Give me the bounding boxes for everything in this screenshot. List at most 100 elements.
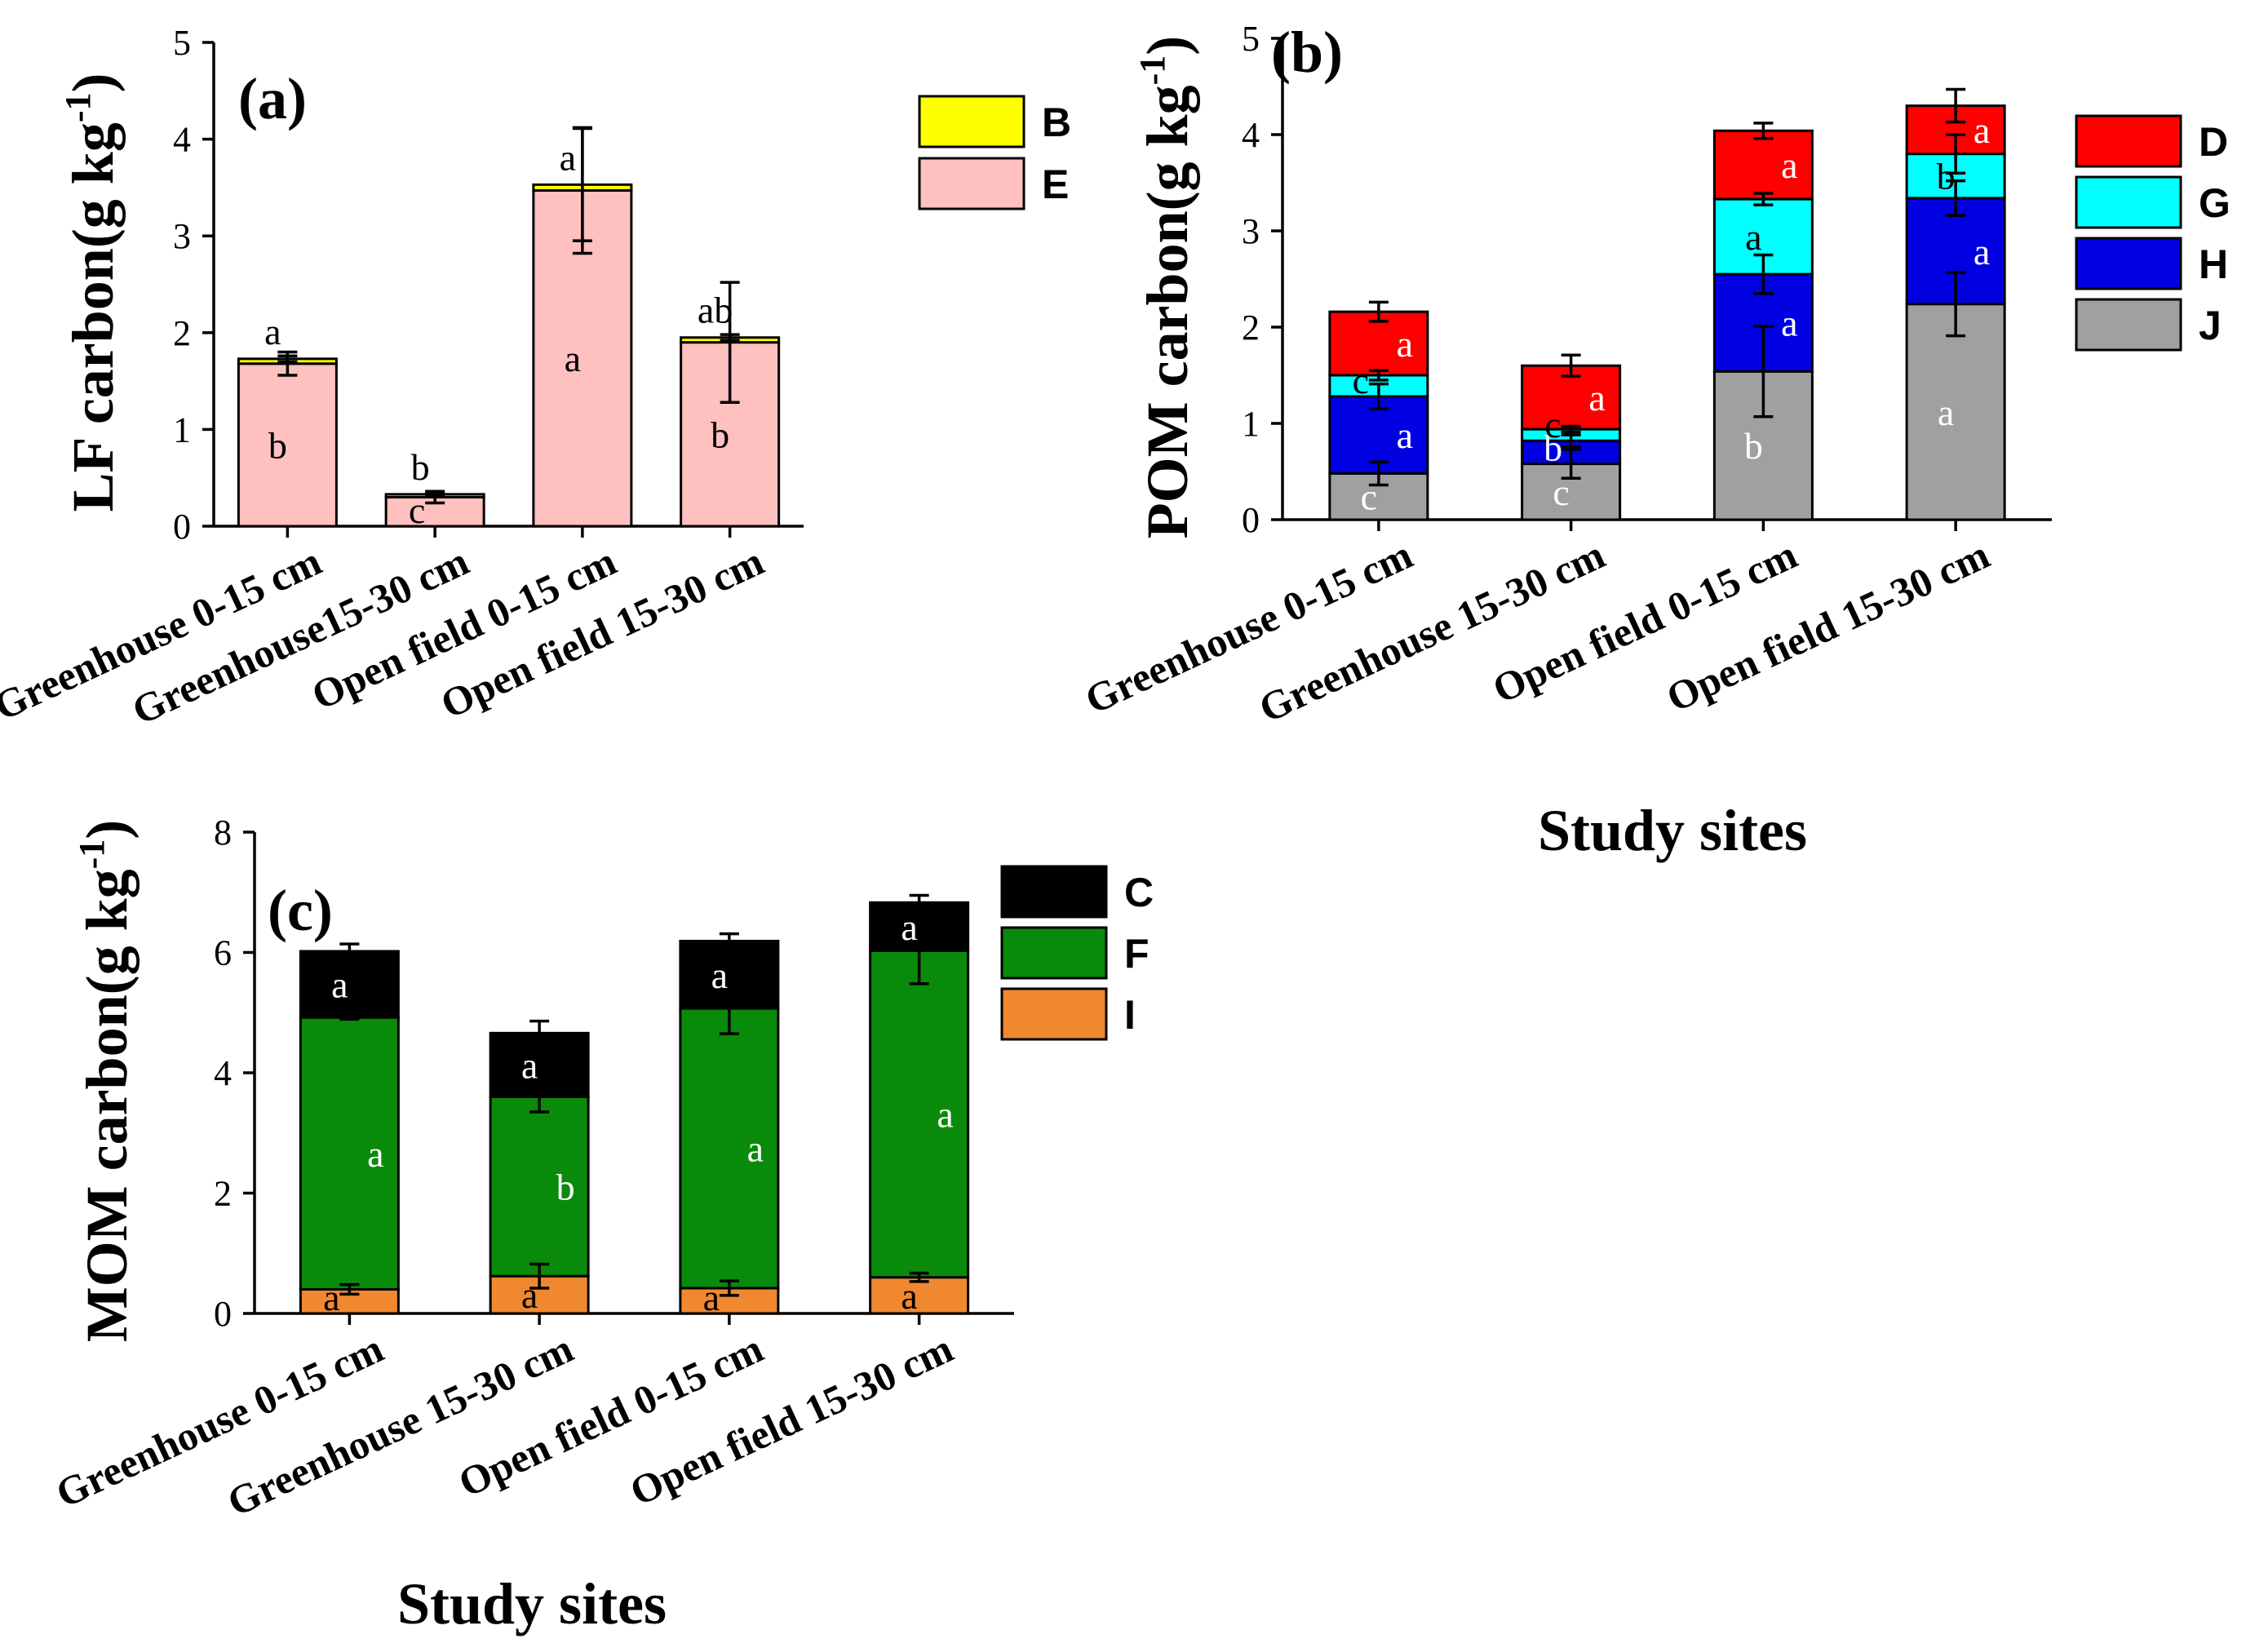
y-axis-label: MOM carbon(g kg-1) [72,820,140,1343]
sig-label-E-1: c [409,489,425,531]
legend-label-J: J [2199,303,2222,348]
legend-swatch-E [918,157,1026,210]
y-tick-label: 3 [1242,211,1260,251]
sig-label-I-0: a [323,1277,339,1318]
y-axis-label-close: ) [1135,36,1200,55]
y-tick-label: 2 [214,1174,232,1214]
y-axis-label-main: POM carbon(g kg [1135,85,1200,538]
x-tick-label: Greenhouse 0-15 cm [49,1325,390,1517]
y-tick-label: 2 [1242,308,1260,348]
y-tick-label: 1 [1242,404,1260,444]
legend-swatch-C [1000,865,1108,919]
sig-label-F-0: a [367,1133,383,1175]
sig-label-B-1: b [411,446,430,488]
sig-label-I-2: a [703,1277,720,1318]
y-tick-label: 3 [173,216,191,256]
panel-label: (b) [1271,20,1343,85]
y-tick-label: 0 [173,507,191,547]
legend-label-C: C [1124,870,1154,915]
sig-label-C-3: a [901,906,917,948]
legend-label-H: H [2199,241,2228,287]
sig-label-C-1: a [521,1044,538,1086]
y-axis-label-close: ) [74,820,140,839]
sig-label-D-2: a [1781,144,1797,186]
bar-C-0 [299,950,400,1019]
sig-label-F-1: b [556,1166,575,1207]
y-tick-label: 6 [214,933,232,973]
sig-label-J-1: c [1553,472,1569,513]
y-axis-label-sup: -1 [1132,55,1172,86]
legend-label-G: G [2199,180,2230,226]
legend-label-F: F [1124,931,1150,977]
x-tick-label: Greenhouse 15-30 cm [1252,531,1612,731]
legend-label-D: D [2199,119,2228,165]
sig-label-J-0: c [1361,476,1377,518]
y-tick-label: 0 [1242,500,1260,540]
sig-label-G-1: c [1544,404,1561,445]
y-tick-label: 5 [1242,19,1260,59]
sig-label-H-3: a [1974,231,1990,272]
sig-label-G-3: b [1937,156,1956,197]
bar-F-0 [299,1016,400,1291]
sig-label-H-0: a [1397,414,1413,456]
sig-label-I-3: a [901,1275,917,1317]
sig-label-G-2: a [1745,216,1761,258]
bar-F-1 [489,1096,590,1278]
sig-label-D-0: a [1397,323,1413,365]
y-tick-label: 5 [173,23,191,63]
sig-label-D-1: a [1588,377,1605,419]
legend-swatch-D [2075,114,2182,168]
y-tick-label: 8 [214,813,232,853]
legend-swatch-J [2075,298,2182,352]
sig-label-H-2: a [1781,303,1797,344]
sig-label-C-2: a [711,954,728,996]
sig-label-B-3: ab [698,290,733,331]
x-tick-label: Open field 15-30 cm [1659,531,1996,720]
sig-label-E-2: a [565,338,581,379]
sig-label-F-2: a [747,1128,764,1170]
legend-label-E: E [1042,162,1069,207]
sig-label-D-3: a [1974,109,1990,151]
panel-label: (a) [238,66,307,131]
x-tick-label: Open field 0-15 cm [452,1325,770,1506]
sig-label-G-0: c [1353,360,1369,401]
legend-swatch-I [1000,987,1108,1041]
legend-label-B: B [1042,100,1071,145]
sig-label-B-2: a [560,136,576,178]
sig-label-E-3: b [711,414,729,455]
y-axis-label-main: LF carbon(g kg [60,122,126,512]
legend-swatch-H [2075,237,2182,290]
bar-J-3 [1905,303,2006,521]
bar-J-2 [1712,370,1814,521]
y-axis-label-main: MOM carbon(g kg [74,869,140,1342]
legend-swatch-G [2075,175,2182,229]
sig-label-J-3: a [1938,392,1954,433]
y-tick-label: 0 [214,1294,232,1334]
sig-label-B-0: a [264,311,281,352]
y-axis-label: POM carbon(g kg-1) [1132,36,1200,539]
x-axis-label: Study sites [397,1571,667,1636]
y-tick-label: 4 [1242,115,1260,155]
bar-F-3 [869,949,970,1279]
sig-label-I-1: a [521,1274,538,1316]
sig-label-H-1: b [1544,427,1562,469]
legend-swatch-B [918,95,1026,148]
legend-swatch-F [1000,926,1108,980]
y-tick-label: 1 [173,410,191,450]
bar-E-0 [237,362,338,528]
x-axis-label: Study sites [1538,798,1807,863]
panel-label: (c) [268,878,333,943]
y-tick-label: 4 [214,1053,232,1093]
x-tick-label: Greenhouse 0-15 cm [1078,531,1419,723]
y-tick-label: 4 [173,120,191,160]
y-axis-label: LF carbon(g kg-1) [58,73,126,512]
y-axis-label-sup: -1 [72,839,112,870]
legend-label-I: I [1124,992,1136,1038]
sig-label-F-3: a [937,1094,953,1136]
y-axis-label-close: ) [60,73,126,93]
x-tick-label: Greenhouse 15-30 cm [220,1325,580,1525]
bar-F-2 [679,1007,780,1290]
y-axis-label-sup: -1 [58,92,98,122]
